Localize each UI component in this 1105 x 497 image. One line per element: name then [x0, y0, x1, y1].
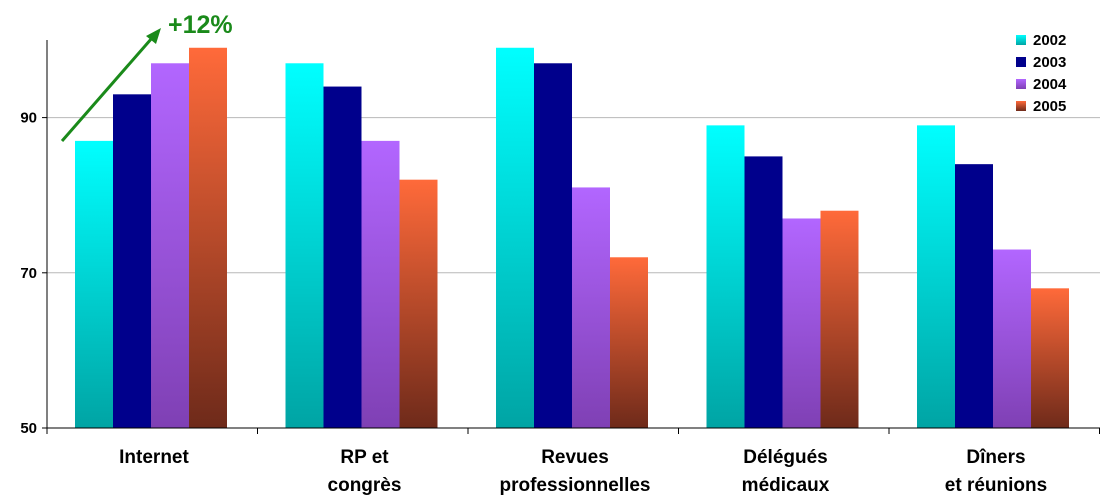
legend-label-2003: 2003 [1033, 54, 1066, 71]
bars [75, 47, 1069, 429]
bar-2004-0 [151, 63, 189, 428]
category-label: Dîners [966, 447, 1025, 468]
growth-annotation: +12% [60, 11, 233, 142]
bar-2002-0 [75, 140, 113, 428]
category-labels: Internet RP et congrès Revues professionnell… [119, 447, 1047, 496]
bar-2002-4 [917, 125, 955, 429]
bar-2002-1 [285, 63, 324, 428]
category-label: Internet [119, 447, 189, 468]
growth-arrow-head [146, 28, 161, 44]
bar-2002-2 [496, 47, 534, 428]
bar-2004-3 [782, 218, 821, 428]
legend-label-2004: 2004 [1033, 76, 1067, 93]
bar-2003-3 [744, 156, 783, 428]
category-label: et réunions [945, 475, 1047, 496]
legend-swatch-2005 [1016, 101, 1026, 111]
y-tick-label-90: 90 [20, 110, 37, 127]
legend-label-2002: 2002 [1033, 32, 1066, 49]
bar-2003-1 [323, 86, 362, 428]
axes [42, 40, 1100, 434]
bar-2003-0 [113, 94, 151, 428]
bar-2004-1 [361, 140, 400, 428]
bar-2005-0 [189, 47, 227, 428]
legend-swatch-2002 [1016, 35, 1026, 45]
bar-2005-1 [399, 179, 438, 428]
y-tick-label-50: 50 [20, 420, 37, 437]
bar-2003-2 [534, 63, 572, 428]
legend-swatch-2004 [1016, 79, 1026, 89]
legend-swatch-2003 [1016, 57, 1026, 67]
category-label: Délégués [743, 447, 827, 468]
bar-2004-4 [993, 249, 1031, 428]
category-label: RP et [340, 447, 389, 468]
y-tick-label-70: 70 [20, 265, 37, 282]
category-label: professionnelles [500, 475, 651, 496]
bar-2005-2 [610, 257, 648, 428]
growth-arrow [60, 37, 154, 142]
bar-2005-4 [1031, 288, 1069, 428]
y-tick-labels: 50 70 90 [20, 110, 37, 437]
bar-2002-3 [706, 125, 745, 429]
growth-annotation-label: +12% [168, 11, 233, 39]
category-label: Revues [541, 447, 609, 468]
bar-2003-4 [955, 164, 993, 428]
bar-2005-3 [820, 210, 859, 428]
category-label: médicaux [742, 475, 830, 496]
legend: 2002 2003 2004 2005 [1016, 32, 1067, 115]
bar-2004-2 [572, 187, 610, 428]
legend-label-2005: 2005 [1033, 98, 1066, 115]
category-label: congrès [328, 475, 402, 496]
